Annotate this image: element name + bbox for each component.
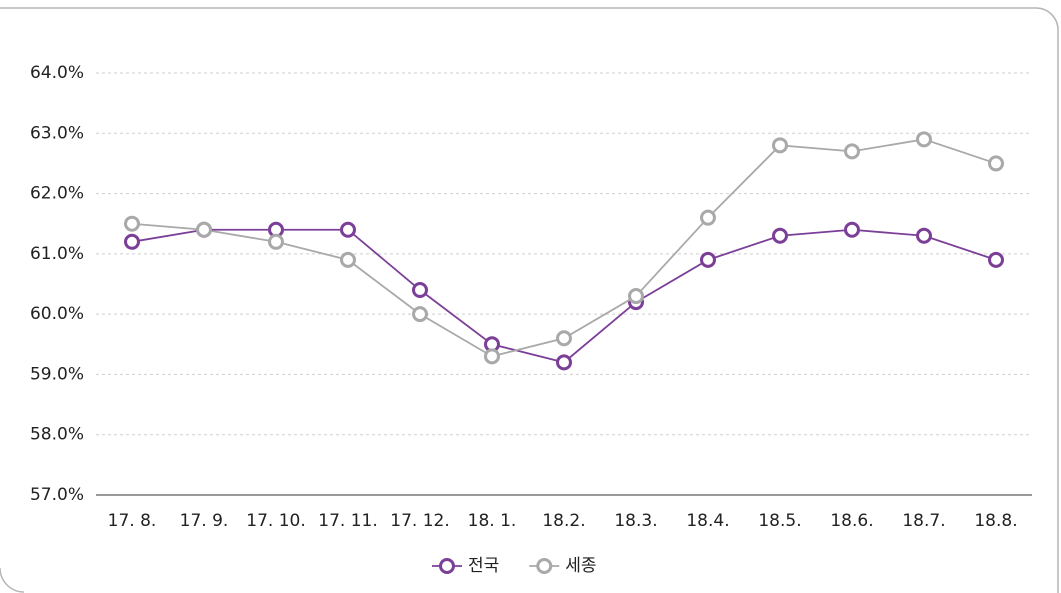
point [124,215,140,232]
point [124,233,140,250]
legend-marker [536,558,553,574]
y-tick-label: 59.0% [30,364,84,384]
point [772,137,788,154]
y-tick-label: 62.0% [30,184,84,204]
x-tick-label: 18.5. [758,511,801,531]
point [268,233,284,250]
point [628,288,644,305]
point [700,209,716,226]
point [916,227,932,244]
point [556,354,572,371]
point [340,221,356,238]
x-tick-label: 17. 11. [318,511,377,531]
point [844,221,860,238]
point [484,348,500,365]
point [340,251,356,268]
y-tick-label: 61.0% [30,244,84,264]
point [988,251,1004,268]
y-tick-label: 58.0% [30,425,84,445]
point [412,306,428,323]
point [196,221,212,238]
frame-corner [0,567,25,593]
y-tick-label: 63.0% [30,123,84,143]
x-tick-label: 18. 1. [468,511,517,531]
x-tick-label: 17. 8. [108,511,157,531]
point [916,131,932,148]
legend-label: 세종 [565,556,596,576]
frame [0,7,1059,593]
point [700,251,716,268]
point [412,282,428,299]
y-tick-label: 64.0% [30,63,84,83]
x-tick-label: 18.8. [974,511,1017,531]
x-tick-label: 17. 12. [390,511,449,531]
point [772,227,788,244]
point [556,330,572,347]
x-tick-label: 18.7. [902,511,945,531]
series-line [131,138,997,358]
point [988,155,1004,172]
y-tick-label: 60.0% [30,304,84,324]
legend-marker [439,558,455,574]
x-tick-label: 17. 10. [246,511,305,531]
x-tick-label: 17. 9. [180,511,229,531]
point [844,143,860,160]
legend-label: 전국 [468,556,499,576]
y-tick-label: 57.0% [30,485,84,505]
x-tick-label: 18.4. [686,511,729,531]
x-tick-label: 18.3. [614,511,657,531]
x-tick-label: 18.6. [830,511,873,531]
x-tick-label: 18.2. [542,511,585,531]
